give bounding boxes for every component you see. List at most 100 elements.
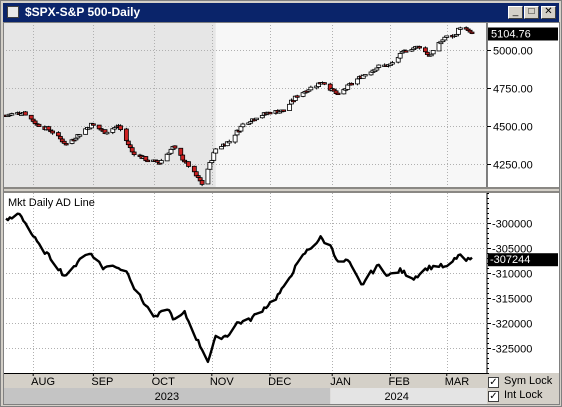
price-bar bbox=[90, 123, 96, 126]
price-bar bbox=[345, 84, 351, 90]
int-lock-label: Int Lock bbox=[504, 389, 543, 401]
sym-lock-label: Sym Lock bbox=[504, 375, 553, 387]
price-y-axis bbox=[487, 22, 559, 187]
ad-y-tick-label: -305000 bbox=[492, 244, 532, 256]
ad-last-value-badge bbox=[488, 253, 558, 267]
year-band-2024 bbox=[330, 388, 487, 404]
price-bar bbox=[287, 103, 292, 111]
price-bar bbox=[422, 47, 428, 53]
price-bar bbox=[104, 131, 110, 135]
x-axis-month-label: NOV bbox=[210, 376, 235, 388]
price-bar bbox=[226, 141, 232, 144]
price-bar bbox=[397, 53, 403, 59]
price-bar bbox=[254, 117, 259, 121]
x-axis-month-label: FEB bbox=[388, 376, 409, 388]
x-axis-month-label: DEC bbox=[268, 376, 291, 388]
price-bar bbox=[349, 83, 355, 86]
ad-y-tick-label: -315000 bbox=[492, 294, 532, 306]
price-bar bbox=[457, 27, 463, 30]
price-bar bbox=[207, 162, 213, 170]
x-axis bbox=[3, 373, 487, 388]
price-bar bbox=[403, 50, 409, 53]
price-bar bbox=[240, 123, 246, 128]
price-bar bbox=[56, 132, 61, 137]
x-axis-month-label: MAR bbox=[445, 376, 470, 388]
window-app-icon[interactable] bbox=[7, 6, 19, 18]
title-bar[interactable]: $SPX-S&P 500-Daily _ □ ✕ bbox=[3, 3, 559, 22]
price-bar bbox=[168, 148, 174, 154]
price-bar bbox=[118, 125, 123, 131]
price-bar bbox=[158, 160, 164, 164]
price-bar bbox=[127, 144, 133, 148]
price-bar bbox=[424, 51, 430, 55]
price-bar bbox=[57, 135, 63, 140]
price-bar bbox=[155, 160, 160, 163]
ad-y-tick-label: -325000 bbox=[492, 344, 532, 356]
x-axis-month-label: OCT bbox=[152, 376, 176, 388]
price-bar bbox=[232, 134, 238, 143]
price-last-value-badge bbox=[488, 27, 558, 41]
price-bar bbox=[32, 120, 38, 124]
price-bar bbox=[259, 115, 265, 119]
ad-y-tick-label: -300000 bbox=[492, 219, 532, 231]
price-bar bbox=[172, 145, 178, 149]
ad-y-tick-label: -320000 bbox=[492, 319, 532, 331]
price-bar bbox=[444, 35, 450, 38]
price-bar bbox=[362, 74, 368, 77]
price-bar bbox=[50, 130, 55, 134]
chart-frame bbox=[3, 22, 560, 405]
x-axis-month-label: AUG bbox=[31, 376, 55, 388]
price-bar bbox=[469, 31, 475, 34]
price-last-value: 5104.76 bbox=[491, 28, 531, 40]
price-bar bbox=[267, 111, 273, 115]
int-lock-checkbox[interactable]: ✓ bbox=[488, 391, 499, 402]
panel-divider bbox=[3, 187, 559, 193]
price-bar bbox=[9, 113, 15, 116]
price-bar bbox=[205, 168, 211, 185]
price-bar bbox=[438, 41, 444, 45]
price-bar bbox=[219, 146, 224, 150]
price-bar bbox=[46, 126, 52, 131]
price-y-tick-label: 4750.00 bbox=[493, 84, 533, 96]
close-button[interactable]: ✕ bbox=[541, 6, 556, 19]
price-bar bbox=[389, 62, 395, 65]
price-panel-recent-bg bbox=[215, 22, 487, 187]
ad-y-tick-label: -310000 bbox=[492, 269, 532, 281]
price-bar bbox=[164, 153, 170, 162]
price-bar bbox=[77, 134, 83, 137]
price-bar bbox=[417, 46, 422, 49]
price-bar bbox=[195, 175, 201, 178]
price-bar bbox=[178, 147, 184, 156]
price-y-tick-label: 5000.00 bbox=[493, 46, 533, 58]
sym-lock-checkbox[interactable]: ✓ bbox=[488, 377, 499, 388]
price-bar bbox=[308, 86, 314, 91]
window-title: $SPX-S&P 500-Daily bbox=[25, 5, 141, 19]
minimize-button[interactable]: _ bbox=[508, 6, 523, 19]
price-bar bbox=[129, 147, 135, 153]
price-bar bbox=[186, 161, 191, 167]
ad-line-series bbox=[5, 212, 473, 364]
price-bar bbox=[199, 180, 205, 185]
x-axis-month-label: JAN bbox=[330, 376, 351, 388]
price-y-tick-label: 4250.00 bbox=[493, 160, 533, 172]
price-bar bbox=[430, 50, 436, 55]
ad-panel-bg bbox=[3, 193, 487, 373]
price-bar bbox=[180, 154, 186, 161]
price-y-tick-label: 4500.00 bbox=[493, 122, 533, 134]
price-bar bbox=[63, 143, 69, 146]
price-bar bbox=[355, 78, 360, 85]
maximize-button[interactable]: □ bbox=[524, 6, 539, 19]
x-axis-month-label: SEP bbox=[91, 376, 113, 388]
price-bar bbox=[191, 165, 197, 173]
price-bar bbox=[145, 159, 151, 163]
price-bar bbox=[294, 95, 300, 98]
year-band-2023 bbox=[3, 388, 331, 404]
price-bar bbox=[376, 64, 382, 68]
price-bar bbox=[322, 82, 327, 85]
price-bar bbox=[131, 151, 137, 155]
price-series bbox=[3, 26, 475, 187]
price-bar bbox=[209, 160, 215, 164]
price-bar bbox=[23, 111, 28, 116]
price-bar bbox=[123, 128, 129, 141]
